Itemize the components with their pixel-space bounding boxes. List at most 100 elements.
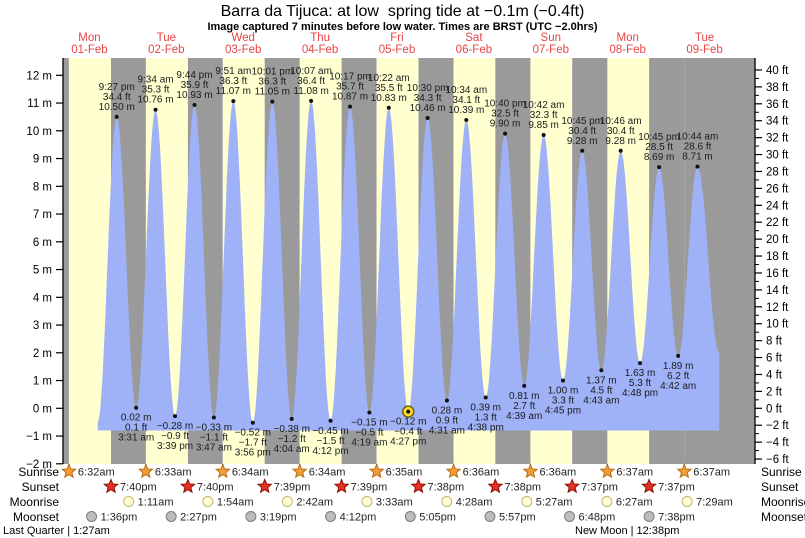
left-axis-tick-label: 4 m — [33, 292, 52, 304]
tide-low-ft: 4.5 ft — [590, 385, 612, 396]
moonset-row-label-right: Moonset — [761, 510, 805, 524]
tide-point — [638, 361, 643, 366]
tide-low-ft: 0.9 ft — [436, 416, 458, 427]
sunset-star-icon — [487, 478, 504, 494]
sunrise-time: 6:36am — [539, 467, 576, 479]
right-axis-tick-label: 4 ft — [766, 369, 783, 381]
tide-point — [503, 131, 508, 136]
tide-low-m: 1.37 m — [586, 375, 617, 386]
sunrise-star-icon — [61, 463, 77, 479]
tide-curve — [97, 100, 720, 431]
tide-low-m: 1.00 m — [548, 386, 579, 397]
day-label: Thu — [310, 32, 330, 44]
tide-high-time: 10:30 pm — [407, 83, 449, 94]
moonset-time: 7:38pm — [658, 512, 695, 524]
left-axis-tick-label: 10 m — [26, 126, 52, 138]
tide-high-time: 10:45 pm — [561, 116, 603, 127]
sunset-row-label-right: Sunset — [761, 480, 799, 494]
tide-low-m: −0.15 m — [351, 417, 387, 428]
moonset-circle-icon — [484, 511, 496, 522]
sunset-time: 7:40pm — [197, 482, 234, 494]
tide-point — [289, 416, 294, 421]
sunset-time: 7:39pm — [351, 482, 388, 494]
sunset-time: 7:40pm — [120, 482, 157, 494]
new-moon-caption: New Moon | 12:38pm — [575, 525, 680, 537]
tide-high-m: 8.69 m — [644, 152, 675, 163]
tide-high-ft: 28.5 ft — [645, 142, 673, 153]
tide-point — [211, 415, 216, 420]
sunset-star-icon — [256, 478, 273, 494]
tide-low-m: −0.12 m — [390, 417, 426, 428]
sunrise-star-icon — [522, 463, 539, 479]
left-axis-tick-label: 6 m — [33, 237, 52, 249]
tide-low-time: 4:04 am — [274, 444, 310, 455]
tide-high-ft: 32.3 ft — [530, 110, 558, 121]
sunset-star-icon — [179, 478, 196, 494]
moonrise-time: 3:33am — [376, 497, 413, 509]
tide-point — [348, 104, 353, 109]
sunrise-star-icon — [445, 463, 462, 479]
tide-point — [580, 148, 585, 153]
right-axis-tick-label: 12 ft — [766, 302, 789, 314]
tide-low-ft: 1.3 ft — [475, 412, 497, 423]
moonset-circle-icon — [564, 511, 576, 522]
day-date-label: 06-Feb — [456, 44, 492, 56]
tide-low-ft: 3.3 ft — [552, 396, 574, 407]
right-axis-tick-label: 6 ft — [766, 353, 783, 365]
tide-low-time: 3:39 pm — [157, 441, 193, 452]
tide-high-time: 10:42 am — [523, 100, 565, 111]
right-axis-tick-label: 26 ft — [766, 183, 789, 195]
day-label: Tue — [695, 32, 714, 44]
right-axis-tick-label: 2 ft — [766, 386, 783, 398]
tide-low-time: 4:39 am — [506, 411, 542, 422]
tide-point — [657, 165, 662, 170]
moonrise-circle-icon — [601, 496, 613, 507]
moonrise-circle-icon — [123, 496, 135, 507]
tide-point — [695, 164, 700, 169]
moonset-circle-icon — [325, 511, 337, 522]
day-label: Tue — [157, 32, 176, 44]
tide-low-ft: −0.4 ft — [394, 427, 422, 438]
moonrise-time: 5:27am — [536, 497, 573, 509]
tide-high-m: 11.07 m — [216, 86, 251, 97]
moonset-time: 4:12pm — [340, 512, 377, 524]
tide-point — [599, 368, 604, 373]
left-axis-tick-label: 12 m — [26, 70, 52, 82]
sunset-time: 7:38pm — [427, 482, 464, 494]
tide-point — [541, 132, 546, 137]
moonset-time: 1:36pm — [101, 512, 138, 524]
right-axis-tick-label: −6 ft — [766, 454, 790, 466]
tide-high-m: 9.28 m — [567, 136, 598, 147]
tide-low-time: 4:48 pm — [622, 388, 658, 399]
tide-high-ft: 34.1 ft — [452, 95, 480, 106]
left-axis-tick-label: 0 m — [33, 403, 52, 415]
tide-low-time: 4:43 am — [583, 395, 619, 406]
tide-high-time: 10:34 am — [445, 85, 487, 96]
tide-low-m: 0.81 m — [509, 391, 540, 402]
tide-point — [231, 99, 236, 104]
tide-point — [173, 414, 178, 419]
moonrise-row-label: Moonrise — [9, 495, 59, 509]
moonrise-time: 7:29am — [696, 497, 733, 509]
tide-high-time: 9:27 pm — [99, 82, 135, 93]
sunset-time: 7:37pm — [581, 482, 618, 494]
sunrise-time: 6:37am — [616, 467, 653, 479]
sunrise-time: 6:32am — [78, 467, 115, 479]
sunrise-row-label: Sunrise — [18, 465, 59, 479]
tide-low-time: 4:12 pm — [312, 446, 348, 457]
tide-high-time: 10:46 am — [600, 116, 642, 127]
sunrise-time: 6:36am — [463, 467, 500, 479]
moonrise-circle-icon — [441, 496, 453, 507]
tide-low-m: 0.39 m — [470, 402, 501, 413]
tide-high-m: 9.28 m — [605, 136, 636, 147]
tide-high-m: 10.83 m — [371, 93, 407, 104]
tide-high-time: 10:17 pm — [329, 72, 371, 83]
tide-high-time: 9:51 am — [215, 66, 251, 77]
left-axis-tick-label: 7 m — [33, 209, 52, 221]
tide-low-time: 3:56 pm — [235, 448, 271, 459]
day-label: Sat — [465, 32, 483, 44]
day-date-label: 05-Feb — [379, 44, 415, 56]
tide-high-m: 11.05 m — [255, 87, 290, 98]
sunset-time: 7:39pm — [274, 482, 311, 494]
